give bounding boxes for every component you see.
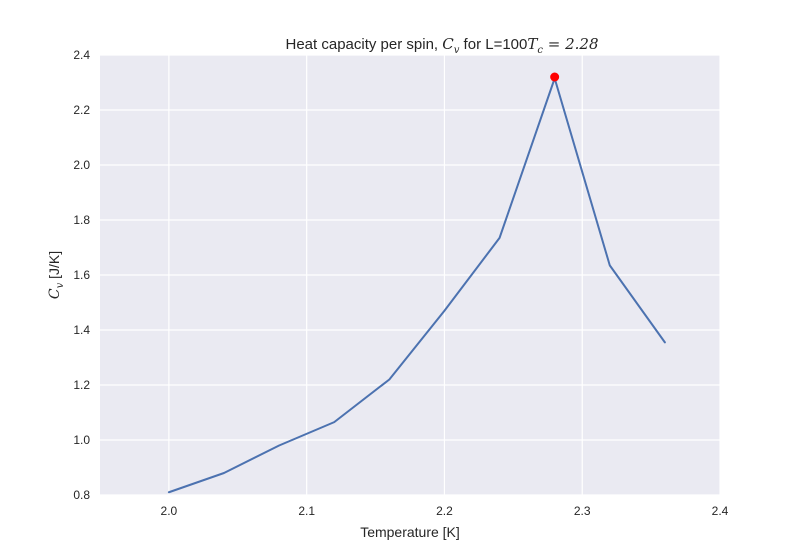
chart-title-tc-value: = 2.28 bbox=[543, 35, 599, 53]
chart-title: Heat capacity per spin, Cv for L=100Tc =… bbox=[286, 35, 599, 56]
critical-temperature-point bbox=[550, 72, 560, 82]
y-axis-label-subscript: v bbox=[55, 282, 66, 288]
x-tick-label: 2.2 bbox=[436, 504, 453, 518]
chart-title-middle: for L=100 bbox=[459, 36, 527, 53]
series-line bbox=[167, 77, 666, 494]
x-axis-label: Temperature [K] bbox=[360, 524, 460, 540]
chart-title-prefix: Heat capacity per spin, bbox=[286, 36, 443, 53]
y-tick-label: 1.6 bbox=[73, 268, 90, 282]
y-axis-label: Cv [J/K] bbox=[46, 251, 66, 299]
series-lines bbox=[167, 77, 666, 494]
chart-title-cv-symbol: C bbox=[442, 35, 454, 53]
x-tick-label: 2.1 bbox=[298, 504, 315, 518]
chart-title-cv-subscript: v bbox=[454, 45, 460, 56]
y-tick-label: 0.8 bbox=[73, 488, 90, 502]
y-tick-label: 2.0 bbox=[73, 158, 90, 172]
tick-labels: 2.0 2.1 2.2 2.3 2.4 0.8 1.0 1.2 1.4 1.6 1.8 2.0 2.2 2… bbox=[73, 48, 728, 518]
y-tick-label: 1.4 bbox=[73, 323, 90, 337]
y-tick-label: 2.4 bbox=[73, 48, 90, 62]
x-tick-label: 2.3 bbox=[574, 504, 591, 518]
x-tick-label: 2.0 bbox=[161, 504, 178, 518]
chart-title-tc-symbol: T bbox=[527, 35, 538, 53]
y-axis-label-unit: [J/K] bbox=[46, 251, 62, 283]
y-axis-label-symbol: C bbox=[47, 288, 63, 299]
y-tick-label: 2.2 bbox=[73, 103, 90, 117]
highlight-points bbox=[550, 72, 560, 82]
chart-title-tc-subscript: c bbox=[537, 45, 543, 56]
y-tick-label: 1.0 bbox=[73, 433, 90, 447]
x-tick-label: 2.4 bbox=[712, 504, 729, 518]
y-tick-label: 1.2 bbox=[73, 378, 90, 392]
y-tick-label: 1.8 bbox=[73, 213, 90, 227]
